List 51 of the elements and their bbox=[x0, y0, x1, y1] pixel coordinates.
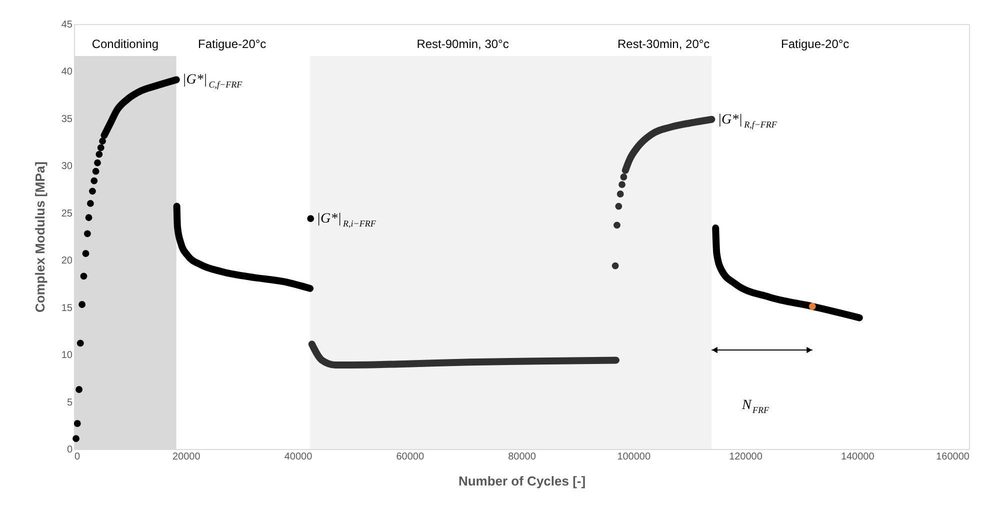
x-tick-label: 0 bbox=[74, 452, 80, 462]
point bbox=[307, 215, 314, 222]
point bbox=[618, 181, 626, 188]
x-tick-label: 100000 bbox=[617, 452, 651, 462]
point bbox=[808, 302, 816, 310]
point bbox=[78, 301, 86, 308]
y-tick-label: 40 bbox=[61, 66, 73, 78]
y-tick-label: 10 bbox=[61, 350, 73, 362]
point bbox=[620, 174, 628, 180]
point bbox=[84, 230, 91, 238]
point bbox=[97, 144, 104, 152]
point bbox=[76, 386, 82, 393]
point bbox=[72, 435, 80, 442]
x-tick-label: 40000 bbox=[284, 452, 313, 462]
x-tick-label: 140000 bbox=[840, 452, 875, 462]
point bbox=[96, 150, 103, 158]
point bbox=[92, 168, 100, 175]
x-tick-label: 80000 bbox=[508, 452, 536, 462]
y-tick-label: 5 bbox=[66, 397, 73, 408]
y-tick-label: 25 bbox=[61, 208, 73, 220]
x-tick-label: 20000 bbox=[172, 452, 201, 462]
band-label: Rest-30min, 20°c bbox=[617, 37, 710, 51]
point bbox=[88, 188, 96, 195]
x-tick-label: 160000 bbox=[936, 452, 970, 462]
point bbox=[86, 200, 94, 207]
y-tick-label: 35 bbox=[61, 114, 73, 125]
point bbox=[94, 159, 101, 166]
point bbox=[616, 190, 624, 198]
point bbox=[614, 222, 620, 229]
point bbox=[74, 420, 81, 427]
y-tick-label: 0 bbox=[66, 444, 73, 456]
point bbox=[615, 202, 622, 210]
point bbox=[99, 138, 106, 145]
point bbox=[82, 250, 90, 257]
point bbox=[80, 272, 88, 280]
annotation: Fatigue-20°c bbox=[781, 37, 850, 51]
y-tick-label: 15 bbox=[61, 302, 73, 314]
x-tick-label: 120000 bbox=[729, 452, 763, 462]
x-axis-title: Number of Cycles [-] bbox=[458, 474, 586, 488]
x-tick-label: 60000 bbox=[396, 452, 424, 462]
band-label: Rest-90min, 30°c bbox=[416, 37, 509, 51]
point bbox=[90, 177, 98, 184]
band-label: Conditioning bbox=[92, 37, 159, 51]
annotation: Fatigue-20°c bbox=[198, 37, 266, 51]
y-axis-title: Complex Modulus [MPa] bbox=[32, 162, 48, 312]
y-tick-label: 45 bbox=[61, 20, 73, 30]
point bbox=[85, 214, 92, 222]
point bbox=[76, 340, 84, 347]
point bbox=[612, 262, 619, 270]
y-tick-label: 20 bbox=[61, 256, 73, 267]
y-tick-label: 30 bbox=[61, 161, 73, 172]
